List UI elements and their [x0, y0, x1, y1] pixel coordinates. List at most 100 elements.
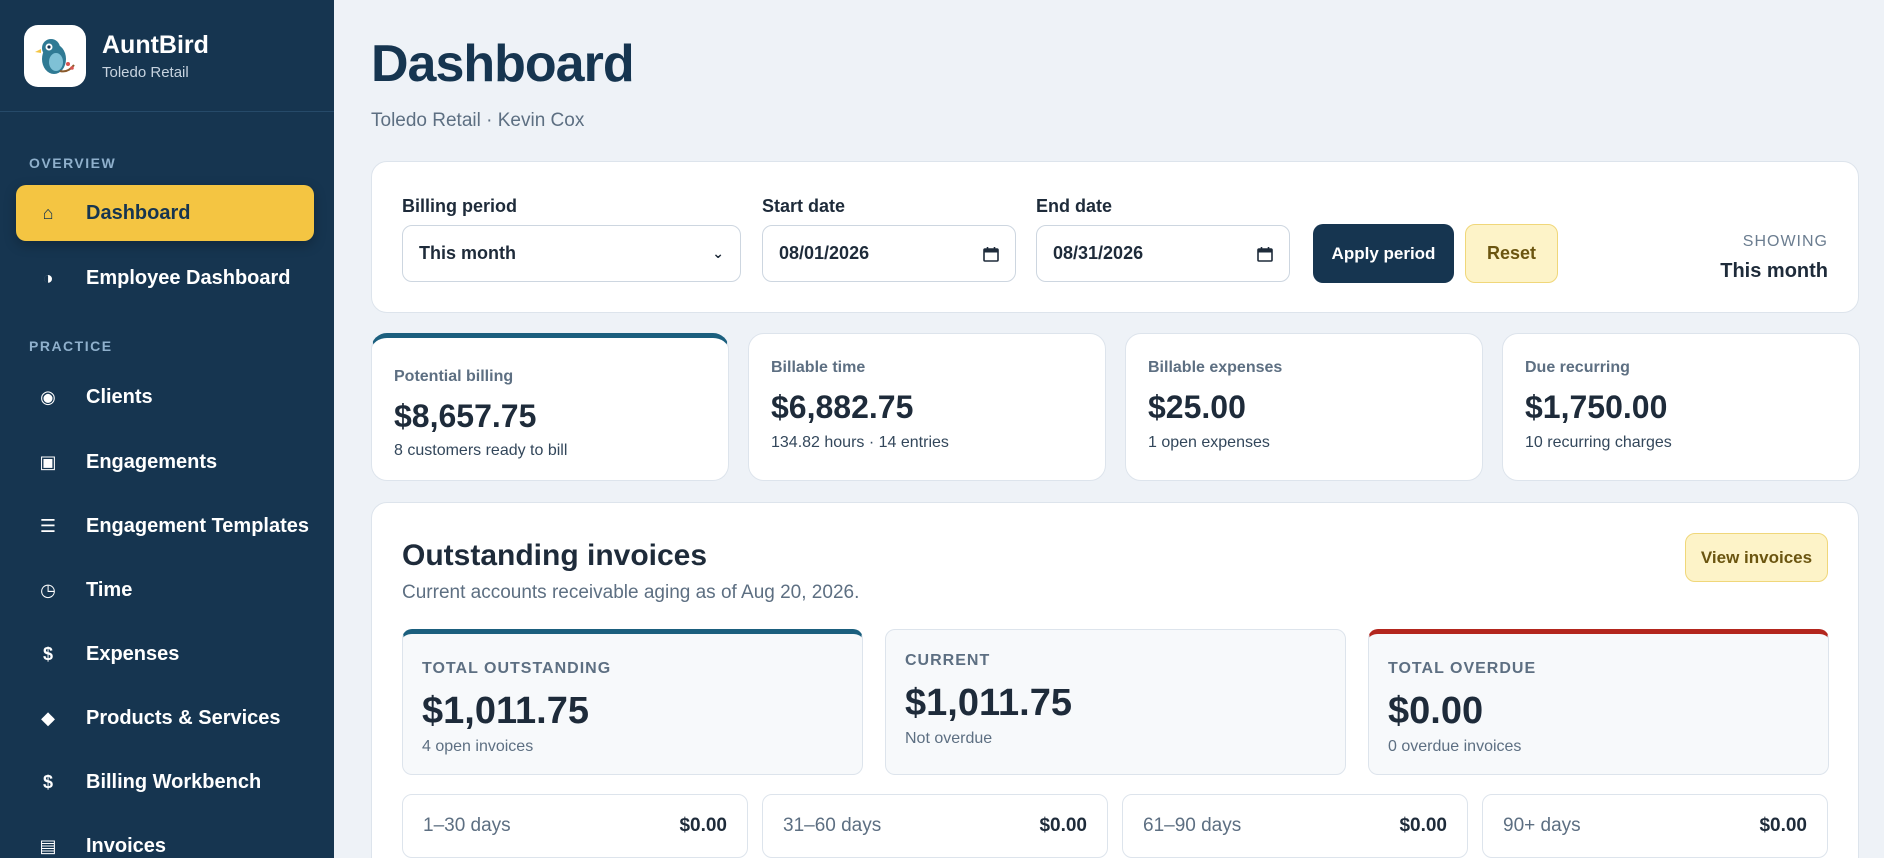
- sidebar-item-label: Employee Dashboard: [86, 266, 291, 289]
- sidebar-item-label: Dashboard: [86, 201, 191, 224]
- showing-value: This month: [1720, 260, 1828, 282]
- bucket-label: 61–90 days: [1143, 815, 1242, 836]
- stat-card-billable-expenses: Billable expenses $25.00 1 open expenses: [1125, 333, 1483, 481]
- sidebar-item-label: Products & Services: [86, 706, 281, 729]
- billing-period-label: Billing period: [402, 196, 517, 216]
- stat-label: Due recurring: [1525, 359, 1630, 376]
- sidebar-item-label: Clients: [86, 385, 153, 408]
- aging-bucket-1-30: 1–30 days $0.00: [402, 794, 748, 858]
- dollar-icon: $: [42, 771, 53, 792]
- calendar-icon[interactable]: [1257, 246, 1273, 262]
- page-title: Dashboard: [371, 35, 635, 93]
- sidebar-item-label: Engagements: [86, 450, 218, 473]
- sidebar-item-label: Expenses: [86, 642, 180, 665]
- stat-label: Potential billing: [394, 368, 514, 385]
- sidebar: AuntBird Toledo Retail OVERVIEW ⌂ Dashbo…: [0, 0, 334, 858]
- end-date-value: 08/31/2026: [1053, 243, 1144, 263]
- stat-subtext: 8 customers ready to bill: [394, 442, 568, 459]
- sidebar-item-label: Engagement Templates: [86, 514, 310, 537]
- main-content: Dashboard Toledo Retail · Kevin Cox Bill…: [334, 0, 1884, 858]
- diamond-icon: ◆: [41, 707, 55, 728]
- stat-subtext: 1 open expenses: [1148, 434, 1270, 451]
- brand-subtitle: Toledo Retail: [102, 64, 189, 81]
- stat-subtext: 134.82 hours · 14 entries: [771, 434, 949, 451]
- chevron-down-icon: ⌄: [712, 245, 724, 261]
- view-invoices-button[interactable]: View invoices: [1685, 533, 1828, 582]
- ar-label: TOTAL OUTSTANDING: [422, 660, 612, 677]
- sidebar-item-engagements[interactable]: ▣ Engagements: [16, 434, 314, 490]
- start-date-value: 08/01/2026: [779, 243, 870, 263]
- end-date-input[interactable]: 08/31/2026: [1036, 225, 1290, 282]
- aging-bucket-61-90: 61–90 days $0.00: [1122, 794, 1468, 858]
- end-date-label: End date: [1036, 196, 1113, 216]
- total-outstanding-box: TOTAL OUTSTANDING $1,011.75 4 open invoi…: [402, 629, 863, 775]
- section-title: Outstanding invoices: [402, 539, 708, 572]
- sidebar-item-engagement-templates[interactable]: ☰ Engagement Templates: [16, 498, 314, 554]
- sidebar-item-billing-workbench[interactable]: $ Billing Workbench: [16, 754, 314, 810]
- billing-period-filter: Billing period This month ⌄ Start date 0…: [371, 161, 1859, 313]
- reset-button[interactable]: Reset: [1465, 224, 1558, 283]
- current-box: CURRENT $1,011.75 Not overdue: [885, 629, 1346, 775]
- stat-value: $6,882.75: [771, 389, 914, 425]
- bird-logo-icon: [24, 24, 86, 87]
- sidebar-item-clients[interactable]: ◉ Clients: [16, 369, 314, 425]
- brand: AuntBird Toledo Retail: [0, 0, 334, 112]
- stat-value: $1,750.00: [1525, 389, 1668, 425]
- ar-label: CURRENT: [905, 652, 991, 669]
- half-circle-icon: ◑: [42, 267, 54, 288]
- sidebar-item-invoices[interactable]: ▤ Invoices: [16, 818, 314, 858]
- billing-period-select[interactable]: This month ⌄: [402, 225, 741, 282]
- bucket-value: $0.00: [1759, 815, 1807, 836]
- list-icon: ☰: [39, 515, 57, 536]
- sidebar-item-products-services[interactable]: ◆ Products & Services: [16, 690, 314, 746]
- nav-section-overview: OVERVIEW: [29, 155, 117, 171]
- stat-value: $8,657.75: [394, 398, 537, 434]
- billing-period-value: This month: [419, 243, 516, 263]
- aging-bucket-31-60: 31–60 days $0.00: [762, 794, 1108, 858]
- bucket-label: 90+ days: [1503, 815, 1581, 836]
- stat-subtext: 10 recurring charges: [1525, 434, 1672, 451]
- stat-card-potential-billing: Potential billing $8,657.75 8 customers …: [371, 333, 729, 481]
- dollar-icon: $: [42, 643, 53, 664]
- bucket-label: 31–60 days: [783, 815, 882, 836]
- ar-value: $1,011.75: [905, 682, 1072, 724]
- sidebar-item-employee-dashboard[interactable]: ◑ Employee Dashboard: [16, 250, 314, 306]
- clients-icon: ◉: [40, 386, 56, 407]
- stat-label: Billable time: [771, 359, 866, 376]
- stat-label: Billable expenses: [1148, 359, 1283, 376]
- showing-label: SHOWING: [1742, 233, 1828, 250]
- sidebar-item-dashboard[interactable]: ⌂ Dashboard: [16, 185, 314, 241]
- stat-value: $25.00: [1148, 389, 1246, 425]
- bucket-value: $0.00: [1039, 815, 1087, 836]
- apply-period-button[interactable]: Apply period: [1313, 224, 1454, 283]
- stat-card-due-recurring: Due recurring $1,750.00 10 recurring cha…: [1502, 333, 1860, 481]
- ar-subtext: 0 overdue invoices: [1388, 738, 1522, 755]
- ar-label: TOTAL OVERDUE: [1388, 660, 1537, 677]
- stat-card-billable-time: Billable time $6,882.75 134.82 hours · 1…: [748, 333, 1106, 481]
- clock-icon: ◷: [40, 579, 56, 600]
- outstanding-invoices-panel: Outstanding invoices Current accounts re…: [371, 502, 1859, 858]
- ar-value: $0.00: [1388, 690, 1484, 732]
- sidebar-item-label: Time: [86, 578, 133, 601]
- page-subtitle: Toledo Retail · Kevin Cox: [371, 110, 585, 131]
- aging-bucket-90-plus: 90+ days $0.00: [1482, 794, 1828, 858]
- ar-subtext: 4 open invoices: [422, 738, 534, 755]
- sidebar-item-label: Invoices: [86, 834, 167, 857]
- invoice-icon: ▤: [39, 835, 57, 856]
- section-subtitle: Current accounts receivable aging as of …: [402, 582, 860, 603]
- home-icon: ⌂: [42, 202, 54, 223]
- bucket-value: $0.00: [679, 815, 727, 836]
- start-date-input[interactable]: 08/01/2026: [762, 225, 1016, 282]
- sidebar-item-time[interactable]: ◷ Time: [16, 562, 314, 618]
- ar-value: $1,011.75: [422, 690, 589, 732]
- sidebar-item-expenses[interactable]: $ Expenses: [16, 626, 314, 682]
- brand-name: AuntBird: [102, 31, 209, 59]
- sidebar-item-label: Billing Workbench: [86, 770, 262, 793]
- total-overdue-box: TOTAL OVERDUE $0.00 0 overdue invoices: [1368, 629, 1829, 775]
- start-date-label: Start date: [762, 196, 846, 216]
- engagements-icon: ▣: [39, 451, 57, 472]
- bucket-label: 1–30 days: [423, 815, 511, 836]
- bucket-value: $0.00: [1399, 815, 1447, 836]
- calendar-icon[interactable]: [983, 246, 999, 262]
- ar-subtext: Not overdue: [905, 730, 993, 747]
